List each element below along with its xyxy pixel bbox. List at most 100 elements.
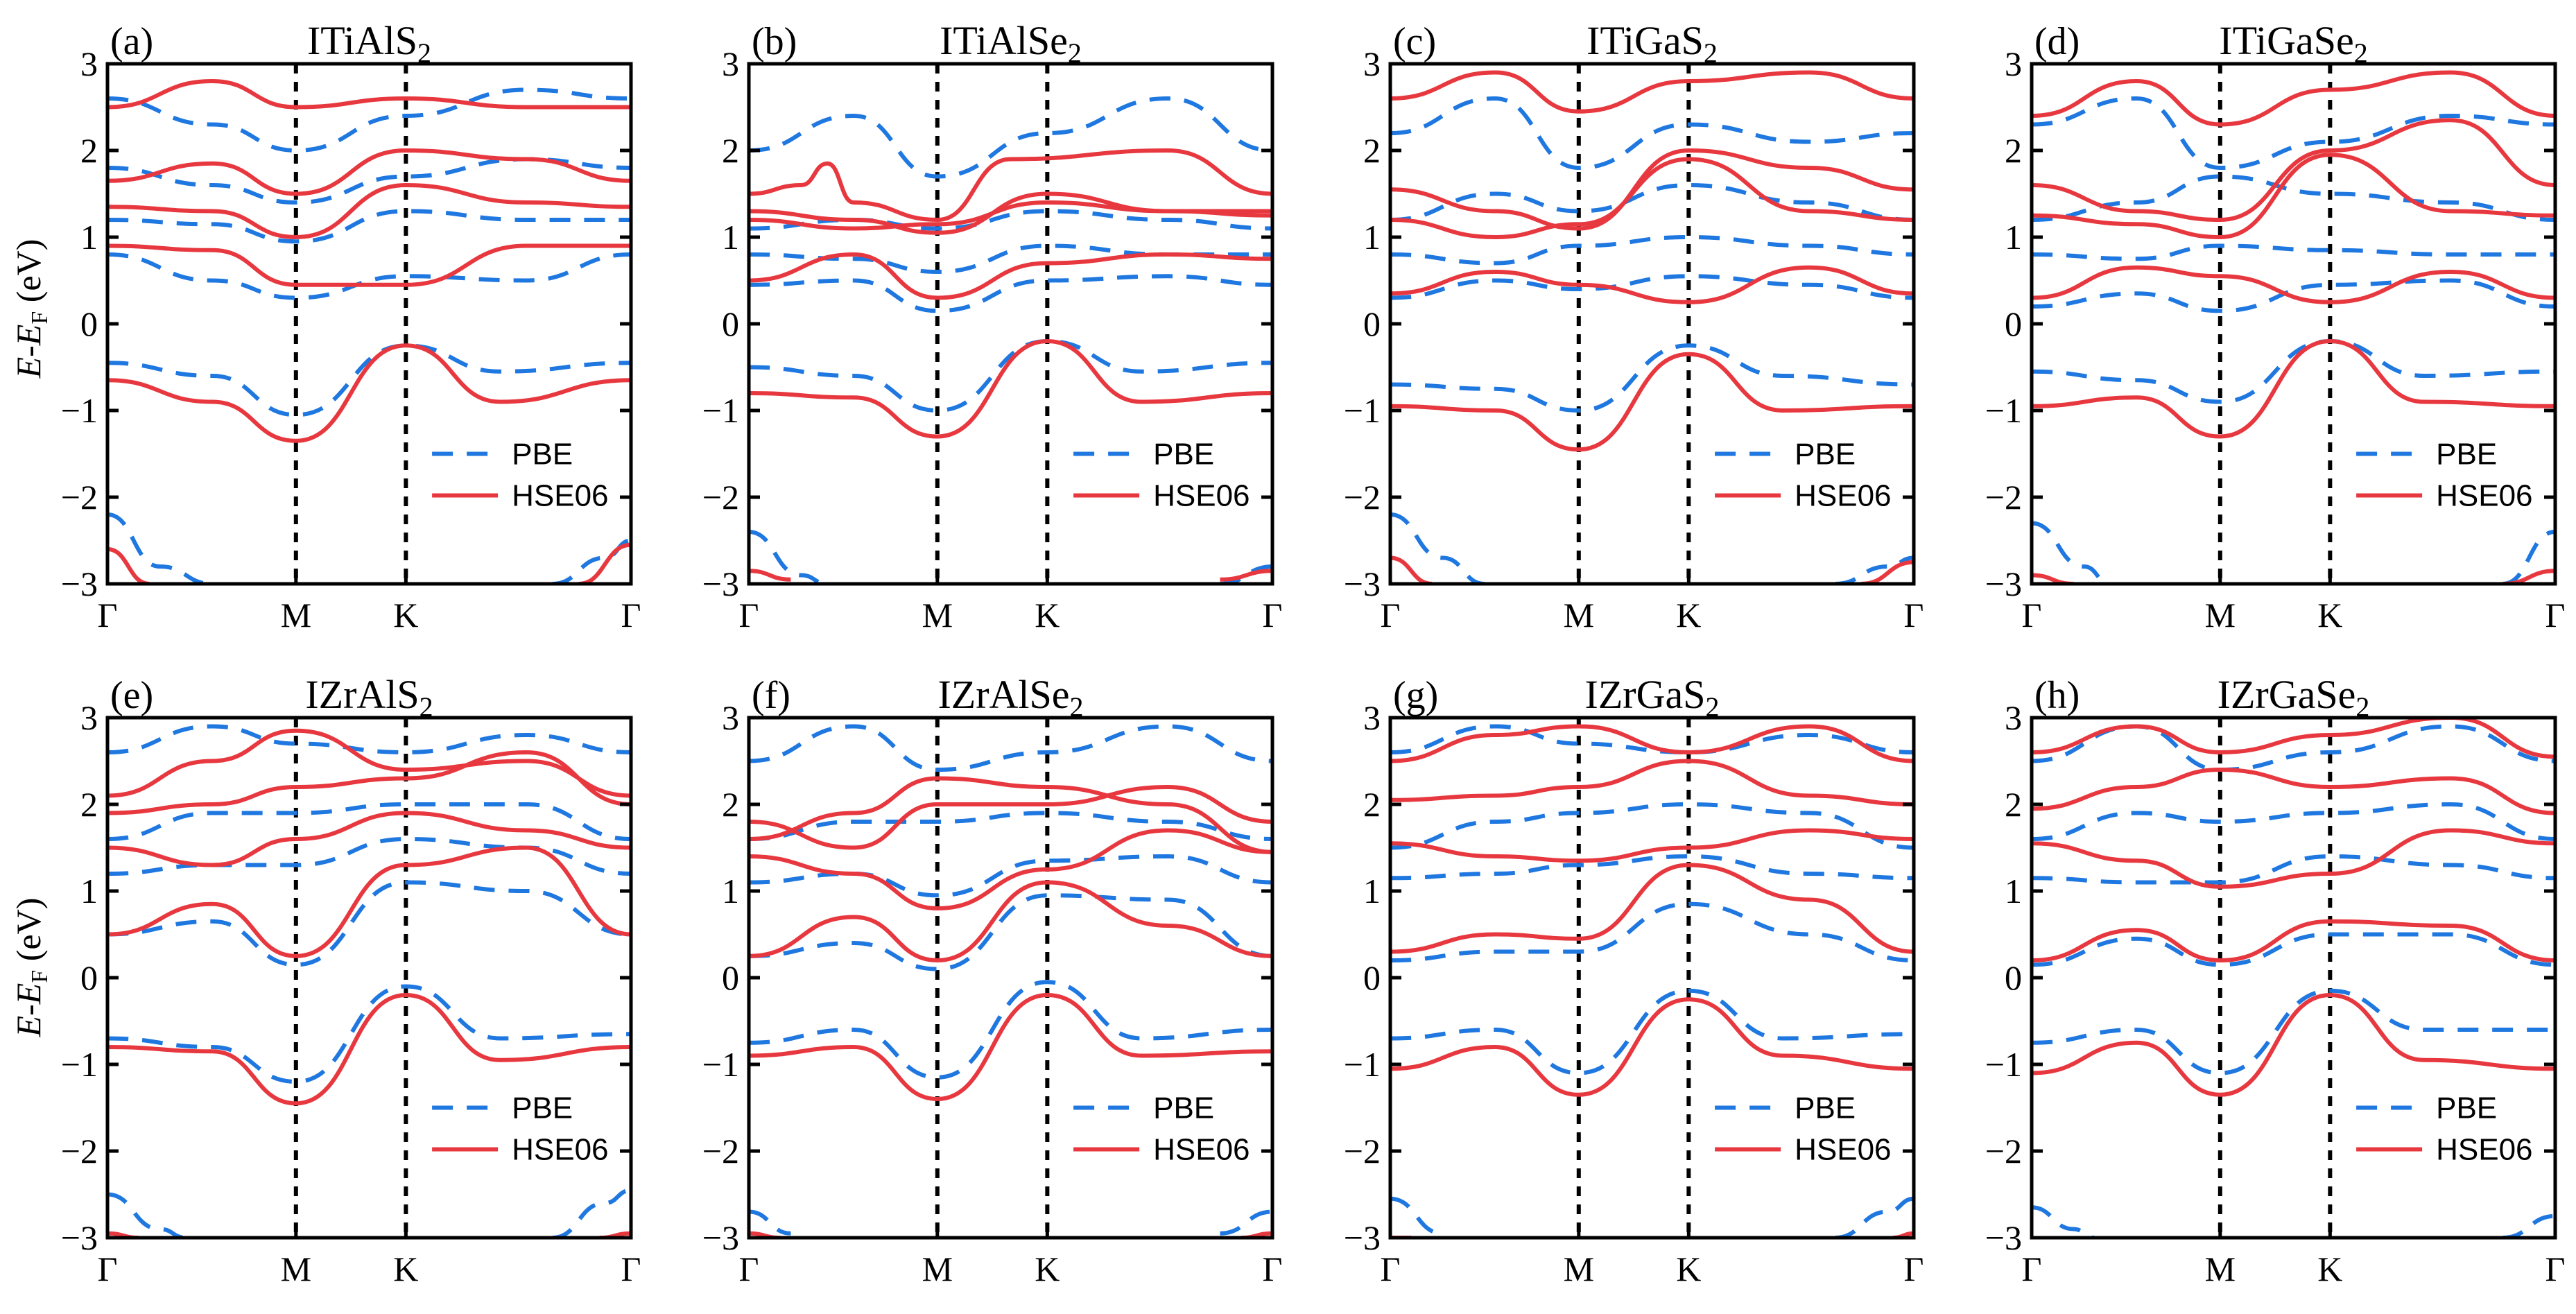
pbe-band-line bbox=[107, 836, 631, 876]
kpoint-label: K bbox=[1676, 596, 1701, 634]
y-tick-label: 2 bbox=[80, 785, 98, 824]
ylabel-dash: - bbox=[9, 345, 48, 357]
panel-title-subscript: 2 bbox=[2355, 691, 2369, 723]
panel-title-formula: ITiAlS bbox=[307, 18, 417, 63]
y-tick-label: 3 bbox=[80, 44, 98, 83]
pbe-band-line bbox=[2032, 174, 2555, 222]
panel-title: ITiGaS2 bbox=[1587, 18, 1718, 69]
hse06-band-line bbox=[749, 191, 1272, 235]
y-tick-label: 3 bbox=[1363, 698, 1381, 737]
pbe-band-line bbox=[1390, 96, 1914, 171]
pbe-band-line bbox=[1390, 854, 1914, 881]
legend-label: PBE bbox=[512, 438, 573, 472]
y-tick-label: −1 bbox=[702, 391, 739, 430]
legend-label: PBE bbox=[1795, 438, 1856, 472]
y-tick-label: 0 bbox=[2005, 304, 2022, 343]
pbe-band-line bbox=[107, 512, 213, 584]
pbe-band-line bbox=[107, 252, 631, 300]
kpoint-label: Γ bbox=[2545, 1250, 2566, 1288]
panel-title: IZrGaSe2 bbox=[2218, 672, 2370, 723]
hse06-band-line bbox=[749, 338, 1272, 439]
pbe-band-line bbox=[2032, 1205, 2095, 1238]
y-tick-label: 1 bbox=[1363, 218, 1381, 257]
pbe-band-line bbox=[2032, 96, 2555, 171]
panel-title-subscript: 2 bbox=[417, 37, 431, 69]
kpoint-label: K bbox=[1035, 596, 1060, 634]
kpoint-label: Γ bbox=[2022, 1250, 2042, 1288]
y-tick-label: −3 bbox=[1985, 564, 2022, 603]
legend: PBE HSE06 bbox=[1073, 1091, 1250, 1167]
kpoint-label: Γ bbox=[98, 1250, 118, 1288]
panel-title-subscript: 2 bbox=[1068, 37, 1082, 69]
kpoint-label: K bbox=[1035, 1250, 1060, 1288]
pbe-band-line bbox=[2032, 932, 2555, 967]
ylabel-fermi: E bbox=[9, 325, 48, 347]
hse06-band-line bbox=[1390, 724, 1914, 763]
pbe-band-line bbox=[1390, 901, 1914, 962]
y-tick-label: −3 bbox=[61, 564, 98, 603]
kpoint-label: Γ bbox=[2545, 596, 2566, 634]
y-tick-label: −3 bbox=[1985, 1218, 2022, 1257]
hse06-band-line bbox=[1861, 560, 1914, 584]
y-tick-label: 1 bbox=[2005, 872, 2022, 910]
panel-letter: (h) bbox=[2034, 674, 2080, 717]
y-tick-label: 2 bbox=[80, 131, 98, 170]
pbe-band-line bbox=[749, 980, 1272, 1080]
pbe-band-line bbox=[107, 880, 631, 967]
y-tick-label: −1 bbox=[1985, 1045, 2022, 1084]
y-tick-label: 2 bbox=[2005, 131, 2022, 170]
y-tick-label: 2 bbox=[2005, 785, 2022, 824]
panel-title-subscript: 2 bbox=[420, 691, 433, 723]
pbe-band-line bbox=[749, 530, 828, 584]
kpoint-label: Γ bbox=[739, 596, 759, 634]
pbe-band-line bbox=[107, 343, 631, 417]
kpoint-label: Γ bbox=[1904, 1250, 1924, 1288]
hse06-band-line bbox=[1390, 70, 1914, 114]
panel-title-subscript: 2 bbox=[1070, 691, 1084, 723]
y-tick-label: 2 bbox=[722, 785, 739, 824]
y-tick-label: −3 bbox=[702, 564, 739, 603]
kpoint-label: Γ bbox=[1904, 596, 1924, 634]
panel-title-subscript: 2 bbox=[1704, 37, 1718, 69]
y-tick-label: 3 bbox=[1363, 44, 1381, 83]
y-tick-label: 0 bbox=[722, 958, 739, 997]
y-tick-label: −3 bbox=[1344, 1218, 1381, 1257]
y-tick-label: −2 bbox=[1985, 478, 2022, 517]
panel-title-formula: ITiGaS bbox=[1587, 18, 1704, 63]
legend-label: HSE06 bbox=[2436, 1133, 2532, 1167]
kpoint-label: Γ bbox=[621, 1250, 641, 1288]
pbe-band-line bbox=[749, 1209, 791, 1236]
pbe-band-line bbox=[2032, 338, 2555, 404]
hse06-band-line bbox=[1390, 828, 1914, 863]
legend-label: PBE bbox=[1153, 1091, 1214, 1125]
y-tick-label: 2 bbox=[1363, 131, 1381, 170]
legend-label: HSE06 bbox=[1153, 479, 1250, 513]
pbe-band-line bbox=[749, 811, 1272, 841]
pbe-band-line bbox=[2032, 521, 2111, 584]
pbe-band-line bbox=[749, 893, 1272, 971]
legend-label: PBE bbox=[1153, 438, 1214, 472]
hse06-band-line bbox=[107, 182, 631, 240]
bands-group bbox=[1390, 724, 1914, 1238]
panel-letter: (c) bbox=[1393, 20, 1436, 63]
hse06-band-line bbox=[107, 243, 631, 287]
panel-title-formula: IZrGaSe bbox=[2218, 672, 2356, 717]
y-tick-label: −2 bbox=[1985, 1132, 2022, 1170]
y-tick-label: −3 bbox=[1344, 564, 1381, 603]
pbe-band-line bbox=[749, 274, 1272, 313]
pbe-band-line bbox=[107, 87, 631, 153]
pbe-band-line bbox=[2032, 988, 2555, 1075]
hse06-band-line bbox=[107, 78, 631, 110]
panel-title: ITiAlS2 bbox=[307, 18, 431, 69]
hse06-band-line bbox=[2032, 992, 2555, 1097]
pbe-band-line bbox=[552, 1188, 631, 1238]
y-tick-label: −2 bbox=[1344, 1132, 1381, 1170]
legend: PBE HSE06 bbox=[2356, 438, 2533, 513]
hse06-band-line bbox=[2032, 828, 2555, 889]
legend-label: PBE bbox=[2436, 438, 2497, 472]
legend-label: PBE bbox=[1795, 1091, 1856, 1125]
hse06-band-line bbox=[1390, 148, 1914, 231]
bands-group bbox=[2032, 70, 2555, 584]
